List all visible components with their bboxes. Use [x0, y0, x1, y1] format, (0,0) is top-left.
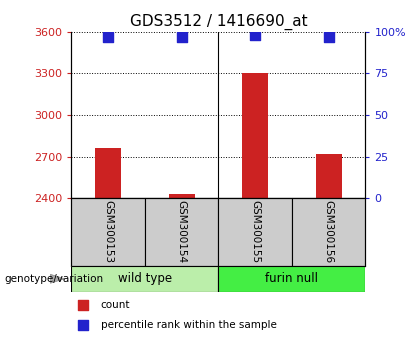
Bar — [71, 198, 145, 266]
Text: GSM300156: GSM300156 — [324, 200, 333, 263]
Bar — [218, 198, 292, 266]
Polygon shape — [50, 274, 65, 283]
Bar — [242, 74, 268, 198]
Text: GSM300153: GSM300153 — [103, 200, 113, 263]
Point — [80, 302, 87, 308]
Bar — [218, 266, 365, 292]
Point — [326, 34, 332, 40]
Point — [80, 322, 87, 328]
Bar — [316, 154, 341, 198]
Point — [252, 32, 259, 38]
Text: GDS3512 / 1416690_at: GDS3512 / 1416690_at — [130, 14, 307, 30]
Text: genotype/variation: genotype/variation — [4, 274, 103, 284]
Text: count: count — [101, 300, 130, 310]
Bar — [145, 198, 218, 266]
Text: wild type: wild type — [118, 272, 172, 285]
Bar — [292, 198, 365, 266]
Text: GSM300154: GSM300154 — [177, 200, 186, 263]
Text: furin null: furin null — [265, 272, 318, 285]
Bar — [95, 148, 121, 198]
Text: GSM300155: GSM300155 — [250, 200, 260, 263]
Point — [105, 34, 112, 40]
Point — [178, 34, 185, 40]
Bar — [71, 266, 218, 292]
Bar — [169, 194, 194, 198]
Text: percentile rank within the sample: percentile rank within the sample — [101, 320, 277, 330]
